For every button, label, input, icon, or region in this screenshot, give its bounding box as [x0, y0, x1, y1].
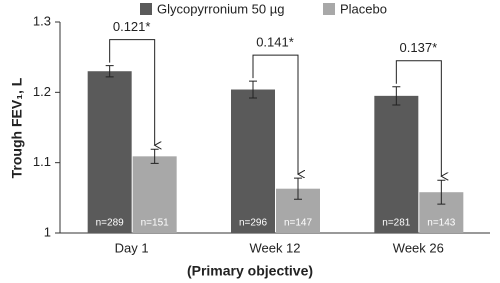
difference-bracket: [252, 54, 298, 174]
error-bar: [437, 179, 446, 205]
n-label: n=281: [382, 218, 411, 229]
y-tick-label: 1.3: [33, 13, 51, 28]
error-bar: [294, 177, 302, 200]
bar: [231, 89, 275, 234]
bar: [132, 156, 177, 233]
x-axis-label: (Primary objective): [187, 263, 313, 279]
difference-label: 0.141*: [256, 35, 294, 50]
y-tick-label: 1.2: [33, 84, 51, 99]
x-tick-label: Week 26: [393, 240, 444, 255]
x-tick-label: Week 12: [249, 240, 300, 255]
error-bar: [249, 80, 257, 99]
n-label: n=151: [141, 218, 170, 229]
y-tick-label: 1: [44, 224, 51, 239]
bar: [374, 95, 419, 233]
n-label: n=143: [427, 218, 456, 229]
difference-bracket: [109, 39, 155, 146]
difference-bracket: [395, 60, 441, 177]
error-bar: [150, 148, 159, 164]
legend-label: Placebo: [340, 1, 387, 16]
difference-label: 0.121*: [113, 19, 151, 34]
bar: [87, 71, 132, 233]
x-tick-label: Day 1: [115, 240, 149, 255]
legend-label: Glycopyrronium 50 µg: [157, 1, 284, 16]
n-label: n=147: [284, 218, 313, 229]
error-bar: [392, 86, 401, 106]
n-label: n=296: [239, 218, 268, 229]
difference-label: 0.137*: [400, 40, 438, 55]
error-bar: [105, 65, 114, 78]
legend-swatch: [323, 3, 335, 15]
y-axis-label: Trough FEV₁, L: [9, 77, 25, 178]
n-label: n=289: [96, 218, 125, 229]
y-tick-label: 1.1: [33, 154, 51, 169]
legend-swatch: [140, 3, 152, 15]
